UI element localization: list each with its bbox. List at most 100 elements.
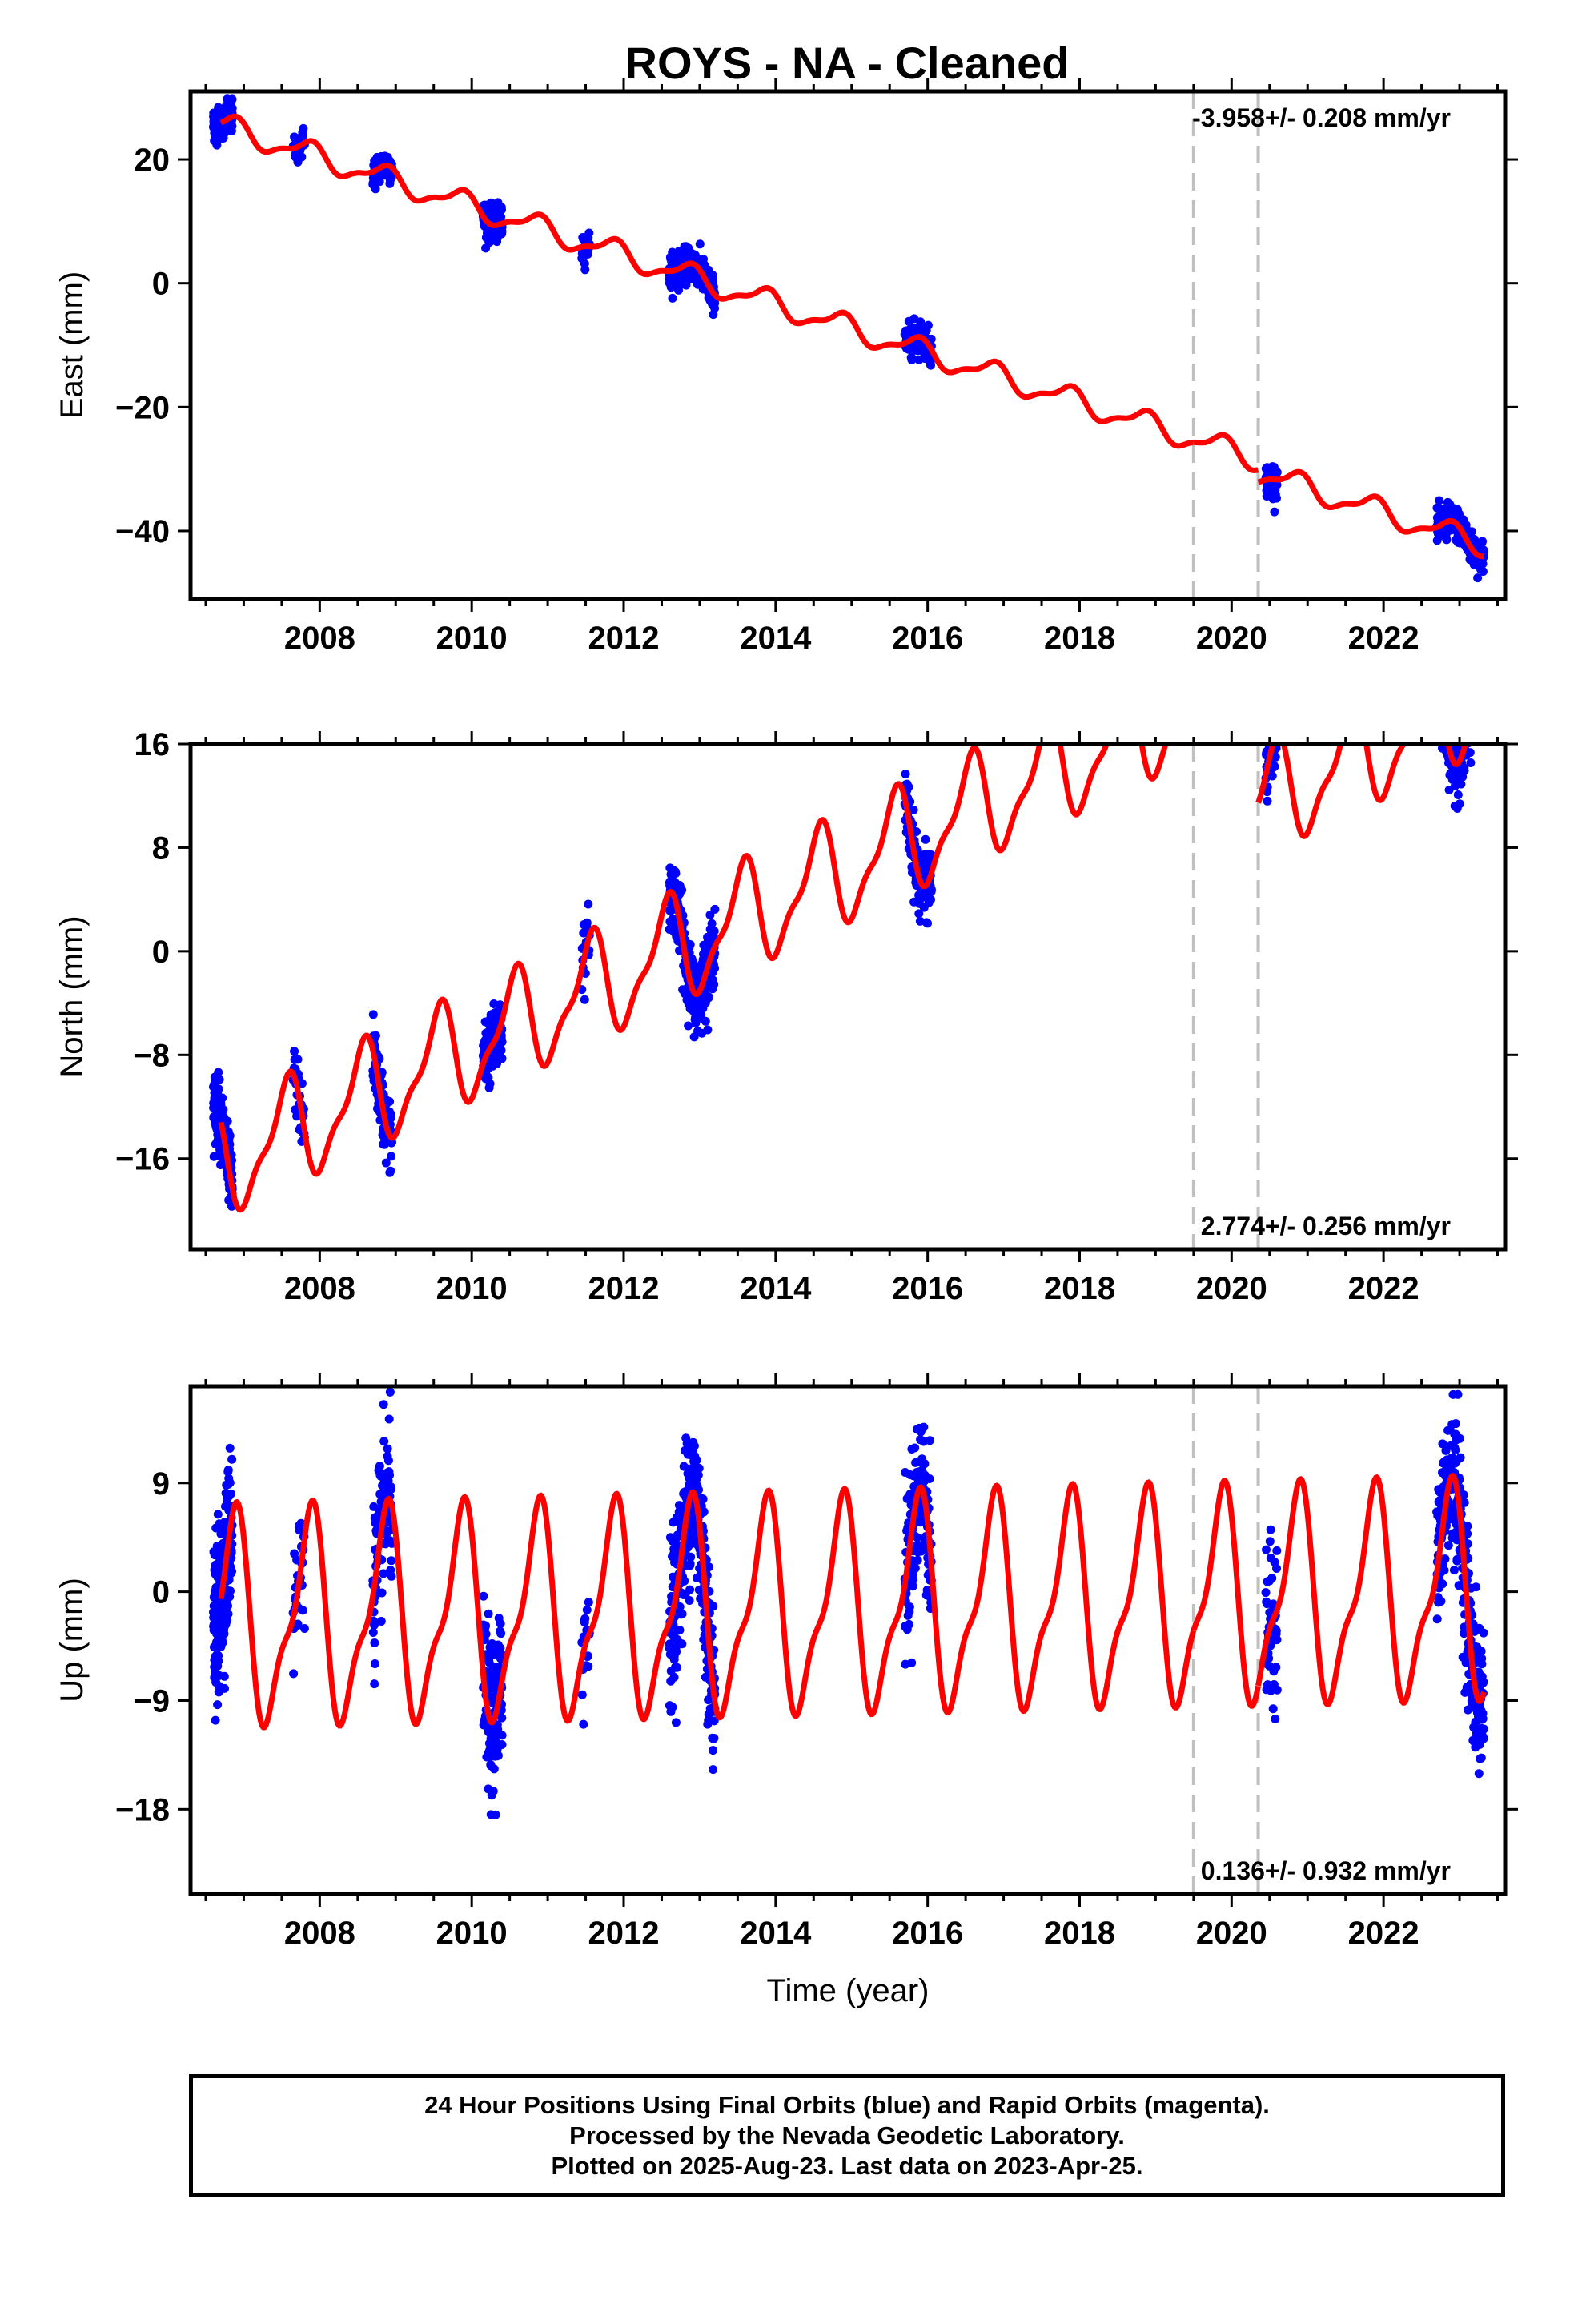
data-point — [375, 1462, 384, 1471]
y-tick-label: 0 — [152, 267, 170, 302]
data-point — [1464, 730, 1472, 738]
data-point — [1453, 790, 1463, 799]
data-point — [1476, 689, 1485, 698]
data-point — [709, 1765, 718, 1775]
data-point — [1447, 723, 1456, 732]
data-point — [386, 1113, 396, 1123]
data-point — [1443, 716, 1452, 725]
data-point — [1266, 1525, 1275, 1534]
data-point — [680, 1576, 689, 1586]
data-point — [1464, 706, 1473, 715]
data-point — [1436, 699, 1445, 708]
data-point — [1439, 699, 1448, 708]
data-point — [1468, 726, 1476, 734]
data-point — [1436, 673, 1445, 682]
data-point — [1479, 721, 1488, 730]
data-point — [1468, 726, 1477, 734]
data-point — [1449, 732, 1458, 741]
data-point — [225, 1443, 235, 1453]
data-point — [920, 1459, 930, 1469]
data-point — [1472, 667, 1480, 676]
data-point — [1479, 1677, 1488, 1687]
data-point — [1469, 728, 1478, 737]
data-point — [1460, 730, 1469, 738]
data-point — [299, 123, 308, 133]
data-point — [1459, 1490, 1468, 1500]
model-fit-line — [1255, 1472, 1487, 1707]
data-point — [226, 1489, 235, 1498]
y-tick-label: 9 — [152, 1466, 170, 1502]
data-point — [1273, 723, 1282, 732]
data-point — [677, 1609, 687, 1618]
data-point — [223, 1116, 232, 1126]
data-point — [1473, 718, 1482, 727]
data-point — [1455, 718, 1464, 727]
data-point — [1480, 693, 1488, 702]
data-point — [685, 1585, 695, 1594]
data-point — [926, 895, 935, 904]
data-point — [698, 1494, 708, 1504]
data-point — [1439, 695, 1448, 704]
data-point — [384, 1414, 394, 1424]
data-point — [1478, 1714, 1488, 1723]
data-point — [1432, 669, 1441, 677]
data-point — [1463, 1529, 1472, 1538]
data-point — [1463, 1539, 1472, 1549]
data-point — [497, 1054, 507, 1063]
data-point — [1472, 708, 1480, 717]
data-point — [1478, 718, 1487, 726]
data-point — [668, 293, 677, 303]
data-point — [668, 247, 677, 257]
data-point — [707, 919, 717, 928]
data-point — [710, 963, 720, 973]
data-point — [1473, 702, 1482, 711]
data-point — [919, 1422, 929, 1432]
data-point — [1268, 718, 1277, 726]
data-point — [1468, 725, 1476, 734]
data-point — [227, 103, 237, 113]
data-point — [1472, 697, 1480, 706]
data-point — [1442, 723, 1451, 732]
data-point — [227, 1566, 236, 1576]
data-point — [1476, 718, 1485, 727]
data-point — [1475, 712, 1484, 721]
data-point — [913, 1555, 922, 1565]
data-point — [1475, 712, 1484, 721]
data-point — [295, 1526, 304, 1535]
data-point — [385, 1387, 395, 1397]
data-point — [1460, 728, 1469, 737]
data-point — [1433, 690, 1442, 698]
data-point — [1477, 702, 1486, 711]
data-point — [1435, 686, 1443, 695]
data-point — [1472, 694, 1481, 703]
data-point — [584, 1662, 593, 1671]
data-point — [1463, 723, 1472, 732]
data-point — [1267, 771, 1277, 781]
data-point — [668, 1703, 677, 1712]
data-point — [297, 1079, 307, 1088]
data-point — [1468, 701, 1477, 710]
data-point — [672, 1663, 681, 1672]
data-point — [1476, 705, 1485, 714]
data-point — [923, 320, 933, 330]
data-point — [385, 1097, 395, 1106]
footer-line-1: 24 Hour Positions Using Final Orbits (bl… — [424, 2091, 1270, 2119]
x-tick-label: 2016 — [892, 621, 963, 656]
data-point — [671, 869, 681, 878]
data-point — [1443, 733, 1452, 742]
data-point — [1478, 559, 1488, 569]
data-point — [1474, 706, 1483, 714]
data-point — [1468, 669, 1476, 677]
data-point — [1272, 468, 1282, 477]
data-point — [371, 1031, 380, 1040]
y-tick-label: −9 — [133, 1683, 170, 1719]
data-point — [485, 1079, 495, 1088]
data-point — [1472, 700, 1481, 709]
data-point — [370, 1659, 379, 1668]
data-point — [695, 239, 705, 249]
data-point — [1435, 688, 1443, 697]
figure-title: ROYS - NA - Cleaned — [625, 38, 1070, 88]
data-point — [1476, 706, 1484, 714]
data-point — [677, 1639, 687, 1649]
data-point — [1464, 718, 1473, 727]
